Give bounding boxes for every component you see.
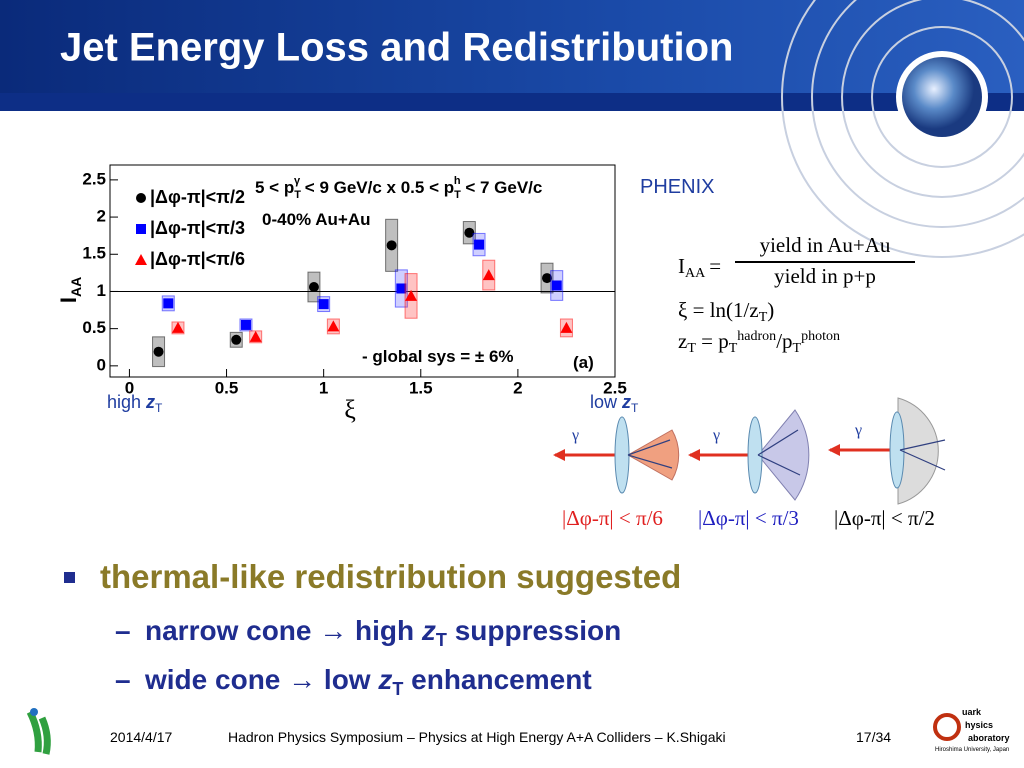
centrality: 0-40% Au+Au: [262, 210, 370, 229]
x-tick-label: 2: [513, 378, 522, 397]
y-tick-label: 2: [97, 207, 106, 226]
numerator: yield in Au+Au: [760, 233, 891, 257]
page-number: 17/34: [856, 729, 891, 745]
x-tick-label: 1.5: [409, 378, 433, 397]
data-point: [464, 227, 475, 238]
phenix: PHENIX: [640, 176, 714, 198]
legend-label: |Δφ-π|<π/6: [150, 249, 245, 269]
data-point: [308, 281, 319, 292]
data-point: [163, 298, 174, 309]
gamma: γ: [712, 427, 720, 444]
legend-marker: [136, 224, 146, 234]
formulas: IAA = yield in Au+Au yield in p+p ξ = ln(…: [678, 233, 915, 356]
data-point: [240, 319, 251, 330]
data-point: [249, 330, 262, 342]
legend-marker: [135, 254, 147, 265]
x-tick-label: 1: [319, 378, 328, 397]
sub-bullet: wide cone → low zT enhancement: [144, 664, 592, 699]
svg-text:–: –: [115, 664, 131, 695]
slide-title: Jet Energy Loss and Redistribution: [60, 26, 733, 70]
gamma: γ: [571, 427, 579, 444]
header: Jet Energy Loss and Redistribution: [0, 0, 1024, 258]
data-point: [231, 334, 242, 345]
date: 2014/4/17: [110, 729, 172, 745]
kinematics-part: γ: [294, 175, 301, 187]
y-title-sub: AA: [68, 277, 84, 297]
global-sys: - global sys = ± 6%: [362, 347, 514, 366]
kinematics-part: T: [454, 189, 461, 201]
x-tick-label: 2.5: [603, 378, 627, 397]
data-point: [560, 321, 573, 333]
data-point: [318, 299, 329, 310]
data-point: [171, 321, 184, 333]
legend-label: |Δφ-π|<π/3: [150, 218, 245, 238]
caption: |Δφ-π| < π/2: [834, 506, 935, 530]
kinematics-part: 5 < p: [255, 178, 294, 197]
data-point: [482, 269, 495, 281]
y-title-main: I: [56, 297, 81, 303]
event: Hadron Physics Symposium – Physics at Hi…: [228, 729, 726, 745]
kinematics-part: T: [294, 189, 301, 201]
plot-frame: [109, 164, 616, 378]
panel-label: (a): [573, 353, 594, 372]
cone-diagram: γ γ γ |Δφ-π| < π/6 |Δφ-π| < π/3 |Δφ-π| <…: [553, 397, 946, 530]
bullet: thermal-like redistribution suggested: [100, 558, 681, 595]
gamma: γ: [854, 422, 862, 439]
caption: |Δφ-π| < π/6: [562, 506, 663, 530]
y-tick-label: 0: [97, 355, 106, 374]
x-tick-label: 0: [125, 378, 134, 397]
legend-label: |Δφ-π|<π/2: [150, 187, 245, 207]
kinematics: 5 < pTγ < 9 GeV/c x 0.5 < pTh < 7 GeV/c: [255, 175, 542, 201]
kinematics-part: < 7 GeV/c: [461, 178, 543, 197]
svg-text:ξ = ln(1/zT): ξ = ln(1/zT): [678, 298, 774, 325]
svg-text:IAA=: IAA =: [678, 254, 721, 281]
chart-notes: high zT low zT PHENIX: [107, 176, 714, 415]
lab: hysics: [965, 720, 993, 730]
data-point: [405, 289, 418, 301]
x-axis-title: ξ: [344, 395, 356, 424]
data-point: [386, 240, 397, 251]
caption: |Δφ-π| < π/3: [698, 506, 799, 530]
y-tick-label: 0.5: [82, 318, 106, 337]
lab: uark: [962, 707, 982, 717]
svg-text:–: –: [115, 615, 131, 646]
x-tick-label: 0.5: [215, 378, 239, 397]
data-point: [396, 283, 407, 294]
kinematics-part: < 9 GeV/c x 0.5 < p: [300, 178, 454, 197]
y-tick-label: 1: [97, 281, 106, 300]
data-point: [153, 346, 164, 357]
bullets: thermal-like redistribution suggested – …: [64, 558, 681, 699]
data-point: [542, 273, 553, 284]
data-point: [551, 280, 562, 291]
data-point: [327, 320, 340, 332]
data-point: [474, 239, 485, 250]
svg-text:zT = pThadron/pTphoton: zT = pThadron/pTphoton: [678, 329, 840, 356]
low-zt: low zT: [590, 392, 639, 415]
y-tick-label: 2.5: [82, 169, 106, 188]
footer: 2014/4/17 Hadron Physics Symposium – Phy…: [26, 707, 1010, 755]
sub-bullet: narrow cone → high zT suppression: [145, 615, 621, 650]
high-zt: high zT: [107, 392, 163, 415]
y-tick-label: 1.5: [82, 244, 106, 263]
legend-marker: [136, 193, 146, 203]
lab: aboratory: [968, 733, 1010, 743]
y-axis-title: IAA: [56, 277, 84, 303]
university: Hiroshima University, Japan: [935, 747, 1009, 753]
denominator: yield in p+p: [774, 264, 876, 288]
kinematics-part: h: [454, 175, 461, 187]
